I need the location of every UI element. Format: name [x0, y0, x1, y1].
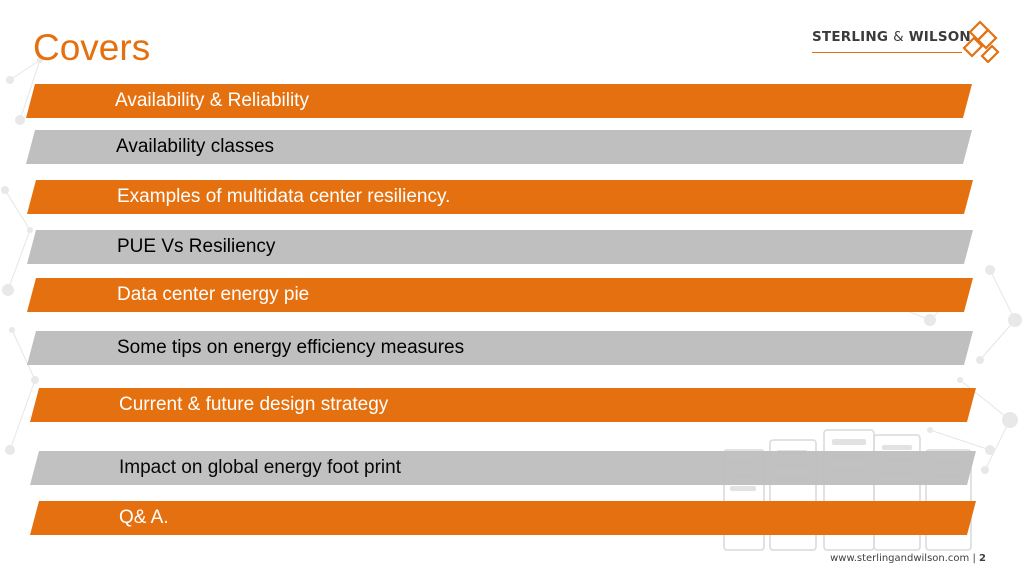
- footer: www.sterlingandwilson.com | 2: [830, 553, 986, 564]
- page-title: Covers: [33, 27, 151, 68]
- covers-item-label: Availability & Reliability: [115, 90, 309, 111]
- covers-item-label: Current & future design strategy: [119, 394, 389, 415]
- covers-item-8: Impact on global energy foot print: [30, 451, 976, 485]
- page-number: 2: [979, 553, 986, 564]
- covers-item-9: Q& A.: [30, 501, 976, 535]
- covers-item-7: Current & future design strategy: [30, 388, 976, 422]
- covers-item-label: Q& A.: [119, 507, 169, 528]
- logo-mark-icon: [962, 20, 1000, 63]
- footer-separator: |: [972, 553, 976, 564]
- logo-wordmark: STERLING & WILSON: [812, 29, 971, 45]
- logo-underline: [812, 52, 962, 53]
- covers-item-label: PUE Vs Resiliency: [117, 236, 276, 257]
- footer-url: www.sterlingandwilson.com: [830, 553, 970, 564]
- covers-item-label: Some tips on energy efficiency measures: [117, 337, 465, 358]
- covers-item-label: Availability classes: [116, 136, 275, 157]
- covers-item-6: Some tips on energy efficiency measures: [27, 331, 973, 365]
- covers-item-4: PUE Vs Resiliency: [27, 230, 973, 264]
- covers-item-label: Data center energy pie: [117, 284, 310, 305]
- covers-item-3: Examples of multidata center resiliency.: [27, 180, 973, 214]
- covers-item-2: Availability classes: [26, 130, 972, 164]
- covers-item-5: Data center energy pie: [27, 278, 973, 312]
- sterling-wilson-logo: STERLING & WILSON: [812, 18, 1002, 63]
- covers-item-1: Availability & Reliability: [26, 84, 972, 118]
- covers-item-label: Impact on global energy foot print: [119, 457, 402, 478]
- server-racks-illustration: [723, 429, 972, 551]
- covers-item-label: Examples of multidata center resiliency.: [117, 186, 451, 207]
